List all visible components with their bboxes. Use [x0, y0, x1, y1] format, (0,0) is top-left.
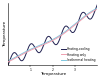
- Isothermal heating: [84, 15, 86, 16]
- Isothermal heating: [75, 23, 76, 24]
- Heating only: [75, 24, 76, 25]
- Heating-cooling: [97, 4, 98, 5]
- Heating only: [64, 32, 66, 33]
- Line: Heating-cooling: Heating-cooling: [8, 5, 97, 65]
- Legend: Heating-cooling, Heating only, Isothermal heating: Heating-cooling, Heating only, Isotherma…: [61, 47, 96, 62]
- Heating only: [59, 36, 60, 37]
- Isothermal heating: [62, 33, 63, 34]
- Heating only: [84, 16, 86, 17]
- Heating-cooling: [64, 26, 66, 27]
- X-axis label: Temperature: Temperature: [40, 72, 66, 76]
- Heating only: [97, 9, 98, 10]
- Heating only: [62, 34, 63, 35]
- Heating-cooling: [59, 38, 60, 39]
- Heating only: [8, 61, 9, 62]
- Isothermal heating: [8, 60, 9, 61]
- Y-axis label: Temperature: Temperature: [3, 21, 7, 47]
- Isothermal heating: [13, 58, 14, 59]
- Heating-cooling: [8, 64, 9, 65]
- Heating-cooling: [84, 13, 86, 14]
- Heating-cooling: [62, 31, 63, 32]
- Heating only: [13, 59, 14, 60]
- Heating-cooling: [13, 52, 14, 53]
- Isothermal heating: [59, 35, 60, 36]
- Line: Heating only: Heating only: [8, 9, 97, 62]
- Isothermal heating: [97, 8, 98, 9]
- Isothermal heating: [64, 31, 66, 32]
- Line: Isothermal heating: Isothermal heating: [8, 8, 97, 61]
